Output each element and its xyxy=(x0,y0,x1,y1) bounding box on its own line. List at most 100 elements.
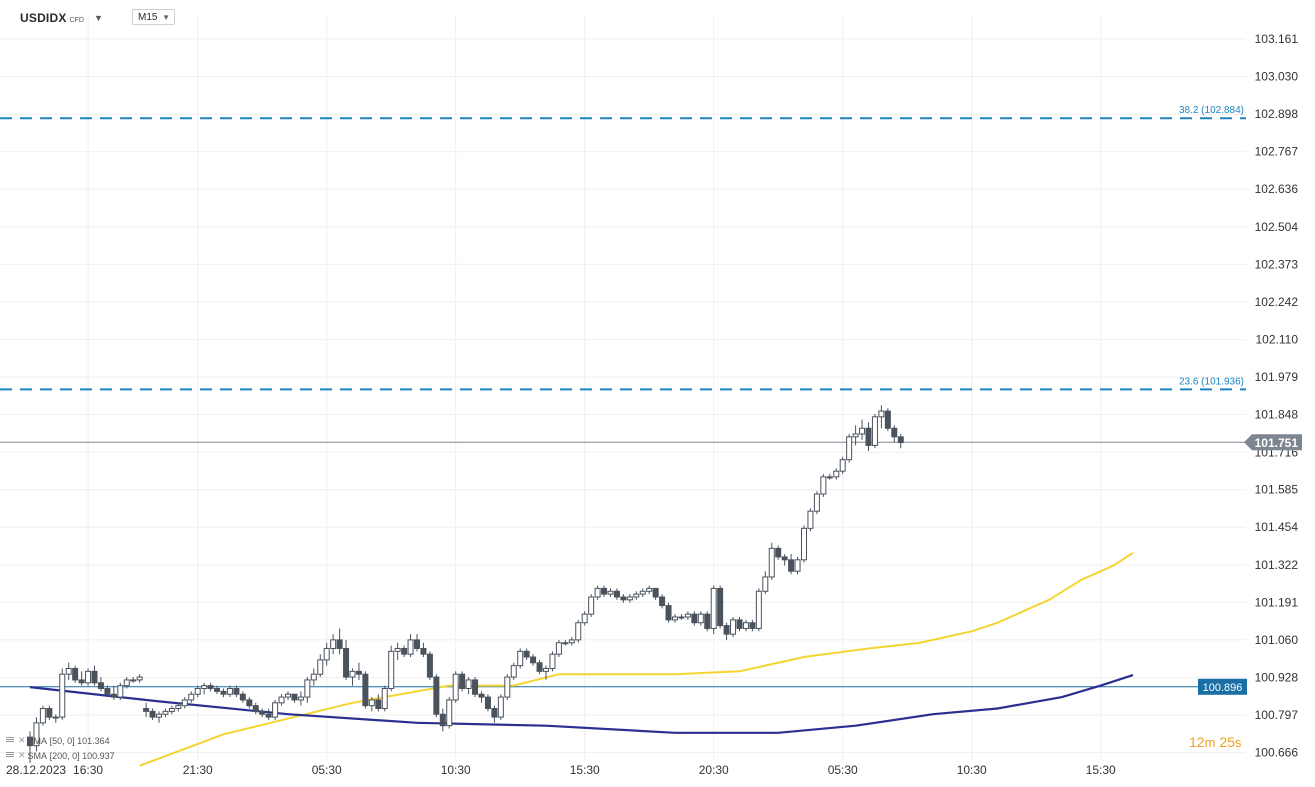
candle-body xyxy=(349,670,356,678)
candle-body xyxy=(52,716,59,719)
candle xyxy=(259,708,266,718)
candle-body xyxy=(175,705,182,710)
y-tick-label: 101.585 xyxy=(1255,483,1299,497)
candle xyxy=(65,662,72,680)
candle-body xyxy=(65,667,72,675)
candle-body xyxy=(678,616,685,619)
candle xyxy=(884,408,891,432)
candle-body xyxy=(813,493,820,512)
candle xyxy=(439,708,446,732)
candle-body xyxy=(633,593,640,598)
candle-body xyxy=(181,699,188,707)
candle-body xyxy=(207,685,214,690)
candle-body xyxy=(646,587,653,592)
candle-body xyxy=(497,696,504,718)
candle-body xyxy=(723,625,730,635)
seconds-unit: s xyxy=(1234,735,1242,750)
symbol-dropdown-icon[interactable]: ▼ xyxy=(93,13,103,23)
candle xyxy=(136,674,143,683)
candle xyxy=(407,634,414,658)
candle xyxy=(562,639,569,646)
candle xyxy=(749,619,756,632)
candle xyxy=(723,622,730,640)
candle-body xyxy=(594,587,601,598)
candle xyxy=(568,637,575,646)
y-tick-label: 102.504 xyxy=(1255,220,1299,234)
candle xyxy=(865,422,872,452)
candle xyxy=(285,691,291,700)
candle-body xyxy=(265,713,272,718)
candle-body xyxy=(788,559,795,572)
candle xyxy=(85,668,92,686)
candle xyxy=(581,611,588,626)
candle-body xyxy=(330,639,337,649)
candle-body xyxy=(459,673,466,690)
indicator-legend-sma200[interactable]: ✕ SMA [200, 0] 100.937 xyxy=(6,750,115,761)
candle-body xyxy=(375,699,382,710)
candle xyxy=(768,542,775,580)
candle-body xyxy=(78,679,85,684)
timeframe-select[interactable]: M15 ▼ xyxy=(132,9,175,25)
candle-body xyxy=(607,590,614,595)
y-tick-label: 100.666 xyxy=(1255,746,1299,760)
settings-lines-icon[interactable] xyxy=(6,751,16,760)
candle-body xyxy=(91,670,98,684)
candle-body xyxy=(839,459,846,472)
candle-body xyxy=(833,470,840,478)
candle xyxy=(220,688,227,698)
candle xyxy=(852,425,859,446)
settings-lines-icon[interactable] xyxy=(6,736,16,745)
close-icon[interactable]: ✕ xyxy=(18,735,26,745)
candle xyxy=(543,665,549,680)
x-tick-label: 05:30 xyxy=(828,763,858,777)
candle-body xyxy=(697,613,704,624)
candle-body xyxy=(472,679,479,695)
candle xyxy=(813,491,820,515)
candle-body xyxy=(310,673,317,681)
close-icon[interactable]: ✕ xyxy=(18,750,26,760)
candle xyxy=(117,682,124,700)
candle-body xyxy=(285,693,291,698)
candle xyxy=(839,456,846,475)
candle-body xyxy=(97,682,104,690)
candle xyxy=(833,468,840,480)
candle xyxy=(156,711,162,723)
symbol-name[interactable]: USDIDX xyxy=(20,11,67,25)
candle-body xyxy=(555,642,562,655)
candle-body xyxy=(426,653,433,678)
candle-body xyxy=(588,596,595,615)
candle-body xyxy=(401,647,408,655)
candle xyxy=(181,697,188,709)
y-tick-label: 101.060 xyxy=(1255,633,1299,647)
indicator-legend-sma50[interactable]: ✕ SMA [50, 0] 101.364 xyxy=(6,735,110,746)
candle xyxy=(252,702,259,715)
candle xyxy=(871,413,878,449)
candle-body xyxy=(562,642,569,645)
candle xyxy=(594,585,601,600)
candle-body xyxy=(226,688,233,695)
candle xyxy=(710,585,717,635)
candle-body xyxy=(291,693,298,701)
candle-body xyxy=(136,676,143,681)
candle xyxy=(168,705,175,715)
candle-body xyxy=(239,693,246,701)
candle-body xyxy=(543,667,549,672)
candle xyxy=(691,611,698,626)
candle xyxy=(162,708,169,718)
candle xyxy=(530,654,537,666)
candle-body xyxy=(652,587,659,598)
candle xyxy=(265,708,272,720)
candle-body xyxy=(897,436,904,444)
candle-body xyxy=(252,705,259,712)
candle-body xyxy=(388,650,395,690)
candle-body xyxy=(117,685,124,698)
candle xyxy=(188,691,195,703)
candle-body xyxy=(504,676,511,698)
candle xyxy=(310,668,317,686)
candle xyxy=(620,594,627,603)
candle xyxy=(207,682,214,692)
candle xyxy=(433,674,440,718)
y-tick-label: 101.848 xyxy=(1255,408,1299,422)
countdown-minutes: 12 xyxy=(1189,734,1205,750)
